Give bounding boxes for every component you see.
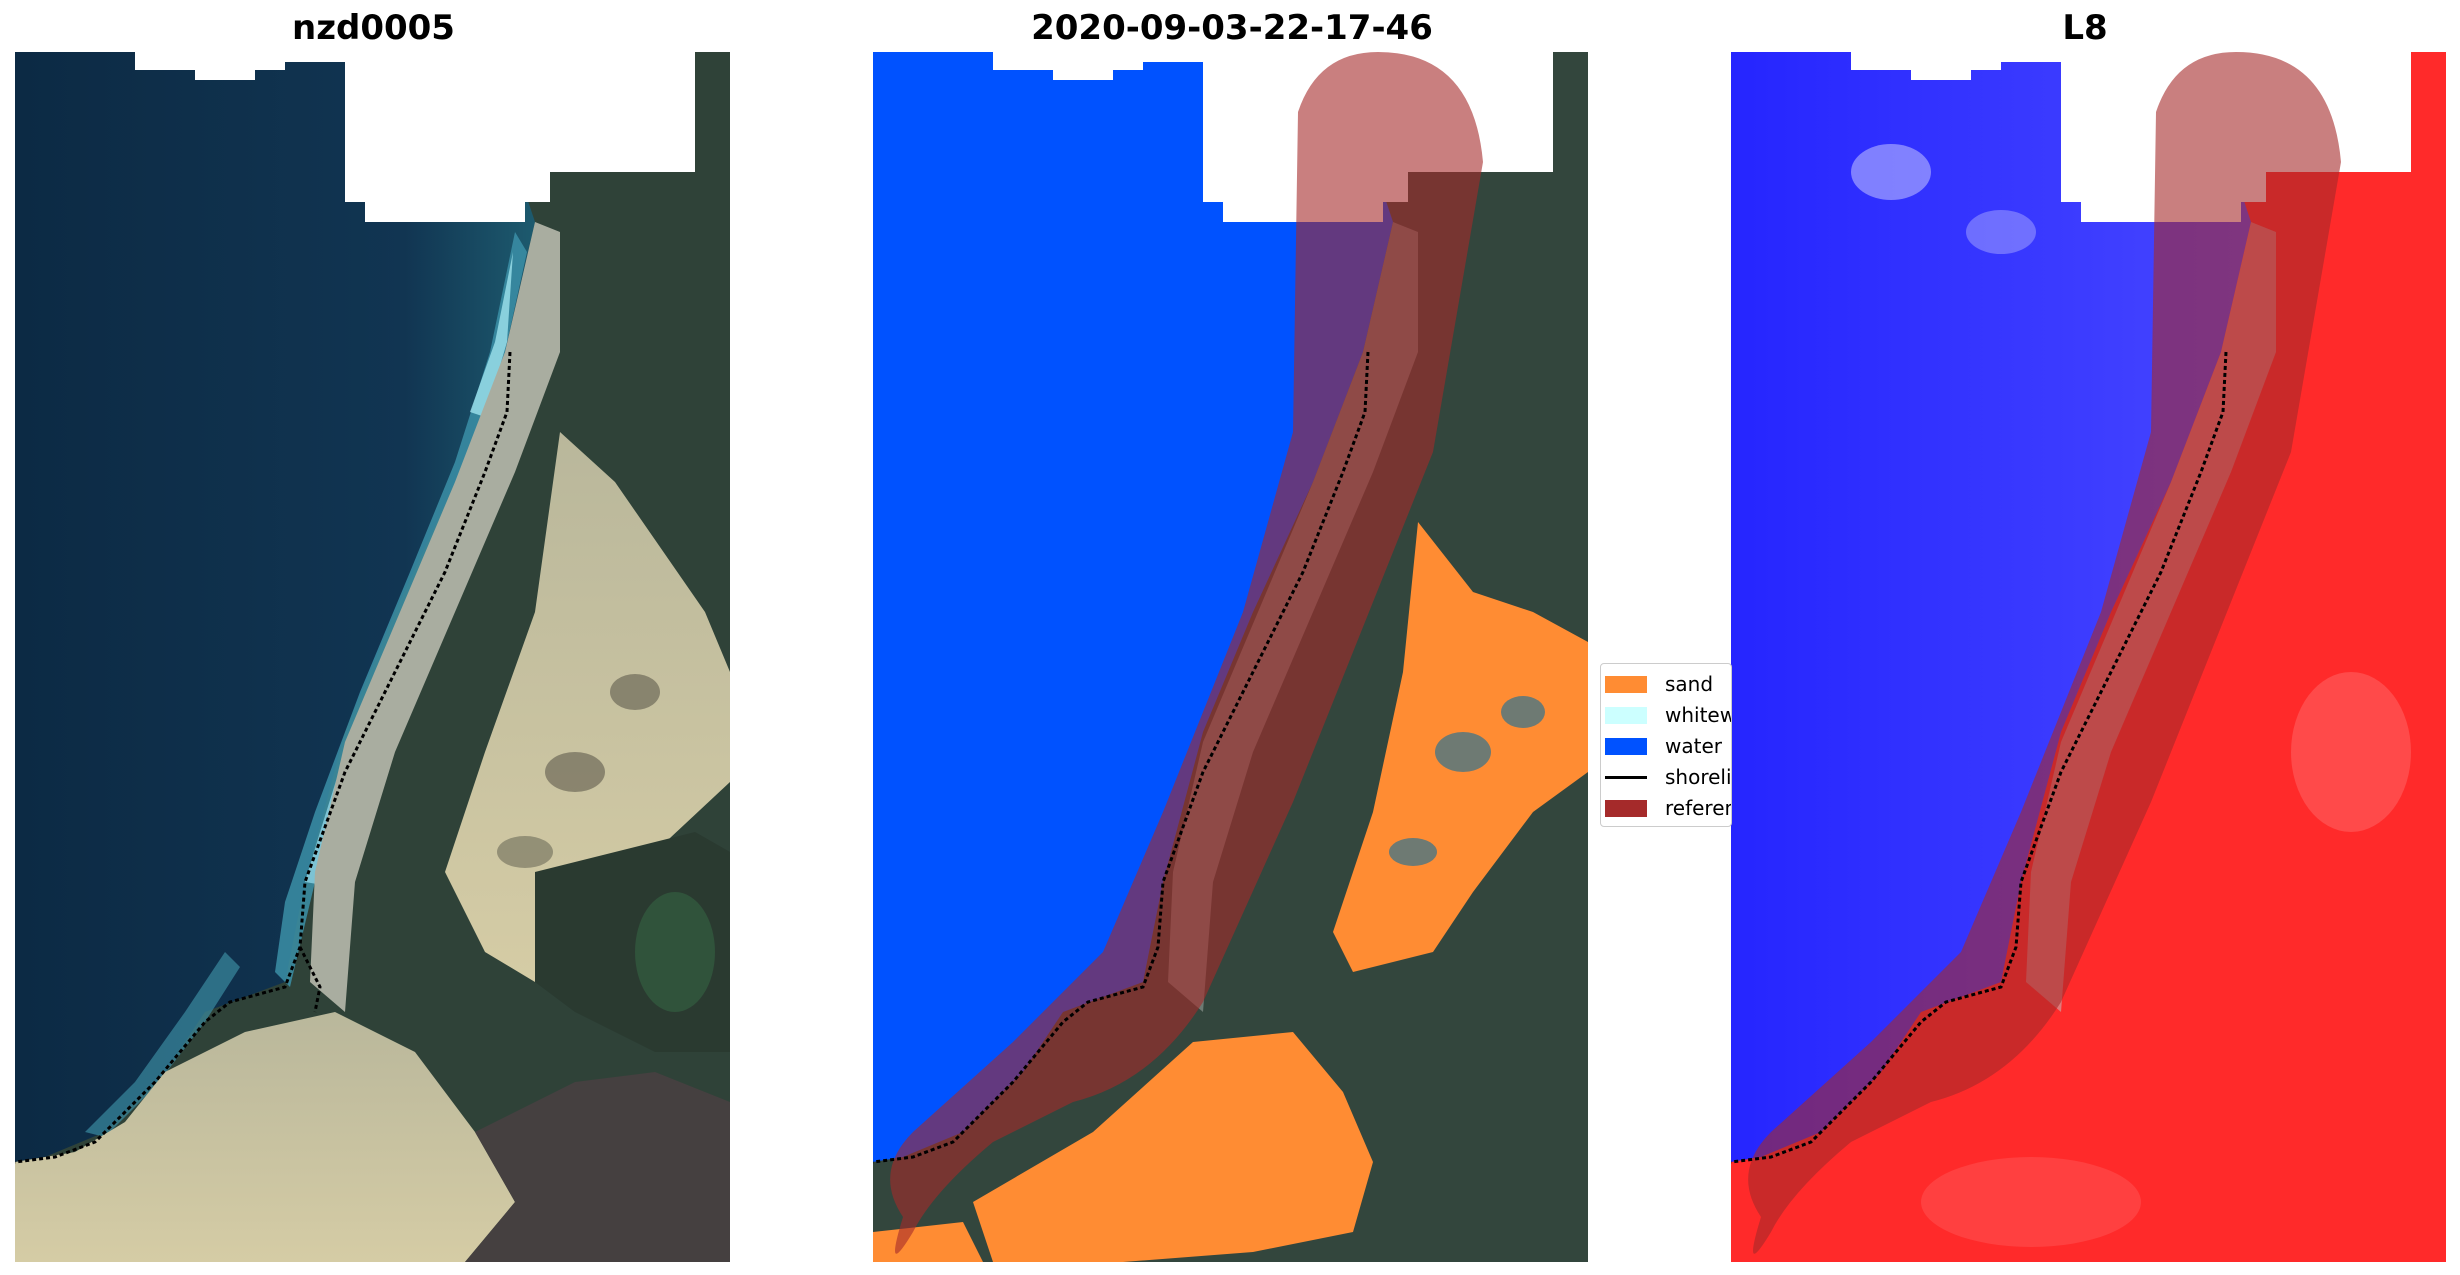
legend-label-water: water <box>1665 734 1722 758</box>
legend-label-shoreline: shoreline <box>1665 765 1732 789</box>
detected-shoreline <box>1731 351 2228 1164</box>
legend-label-reference-buffer: reference shoreline buffer <box>1665 796 1731 820</box>
detected-shoreline <box>873 351 1370 1164</box>
legend-item-shoreline: shoreline <box>1605 763 1732 791</box>
legend-label-sand: sand <box>1665 672 1714 696</box>
reference-shoreline-buffer <box>890 52 1483 1254</box>
legend-item-reference-buffer: reference shoreline buffer <box>1605 794 1731 822</box>
rgb-image-panel <box>15 52 730 1262</box>
classification-panel <box>873 52 1588 1262</box>
index-panel <box>1731 52 2446 1262</box>
legend-line-shoreline <box>1605 775 1647 779</box>
rgb-satellite-image <box>15 52 730 1262</box>
legend-swatch-sand <box>1605 675 1647 693</box>
legend-swatch-whitewater <box>1605 706 1647 724</box>
legend-swatch-water <box>1605 737 1647 755</box>
legend-swatch-reference-buffer <box>1605 799 1647 817</box>
panel-title-index: L8 <box>2062 8 2108 48</box>
classification-image <box>873 52 1588 1262</box>
panel-title-rgb: nzd0005 <box>292 8 455 48</box>
panel-title-classification: 2020-09-03-22-17-46 <box>1031 8 1433 48</box>
index-image <box>1731 52 2446 1262</box>
legend-item-water: water <box>1605 732 1722 760</box>
legend-item-sand: sand <box>1605 670 1713 698</box>
